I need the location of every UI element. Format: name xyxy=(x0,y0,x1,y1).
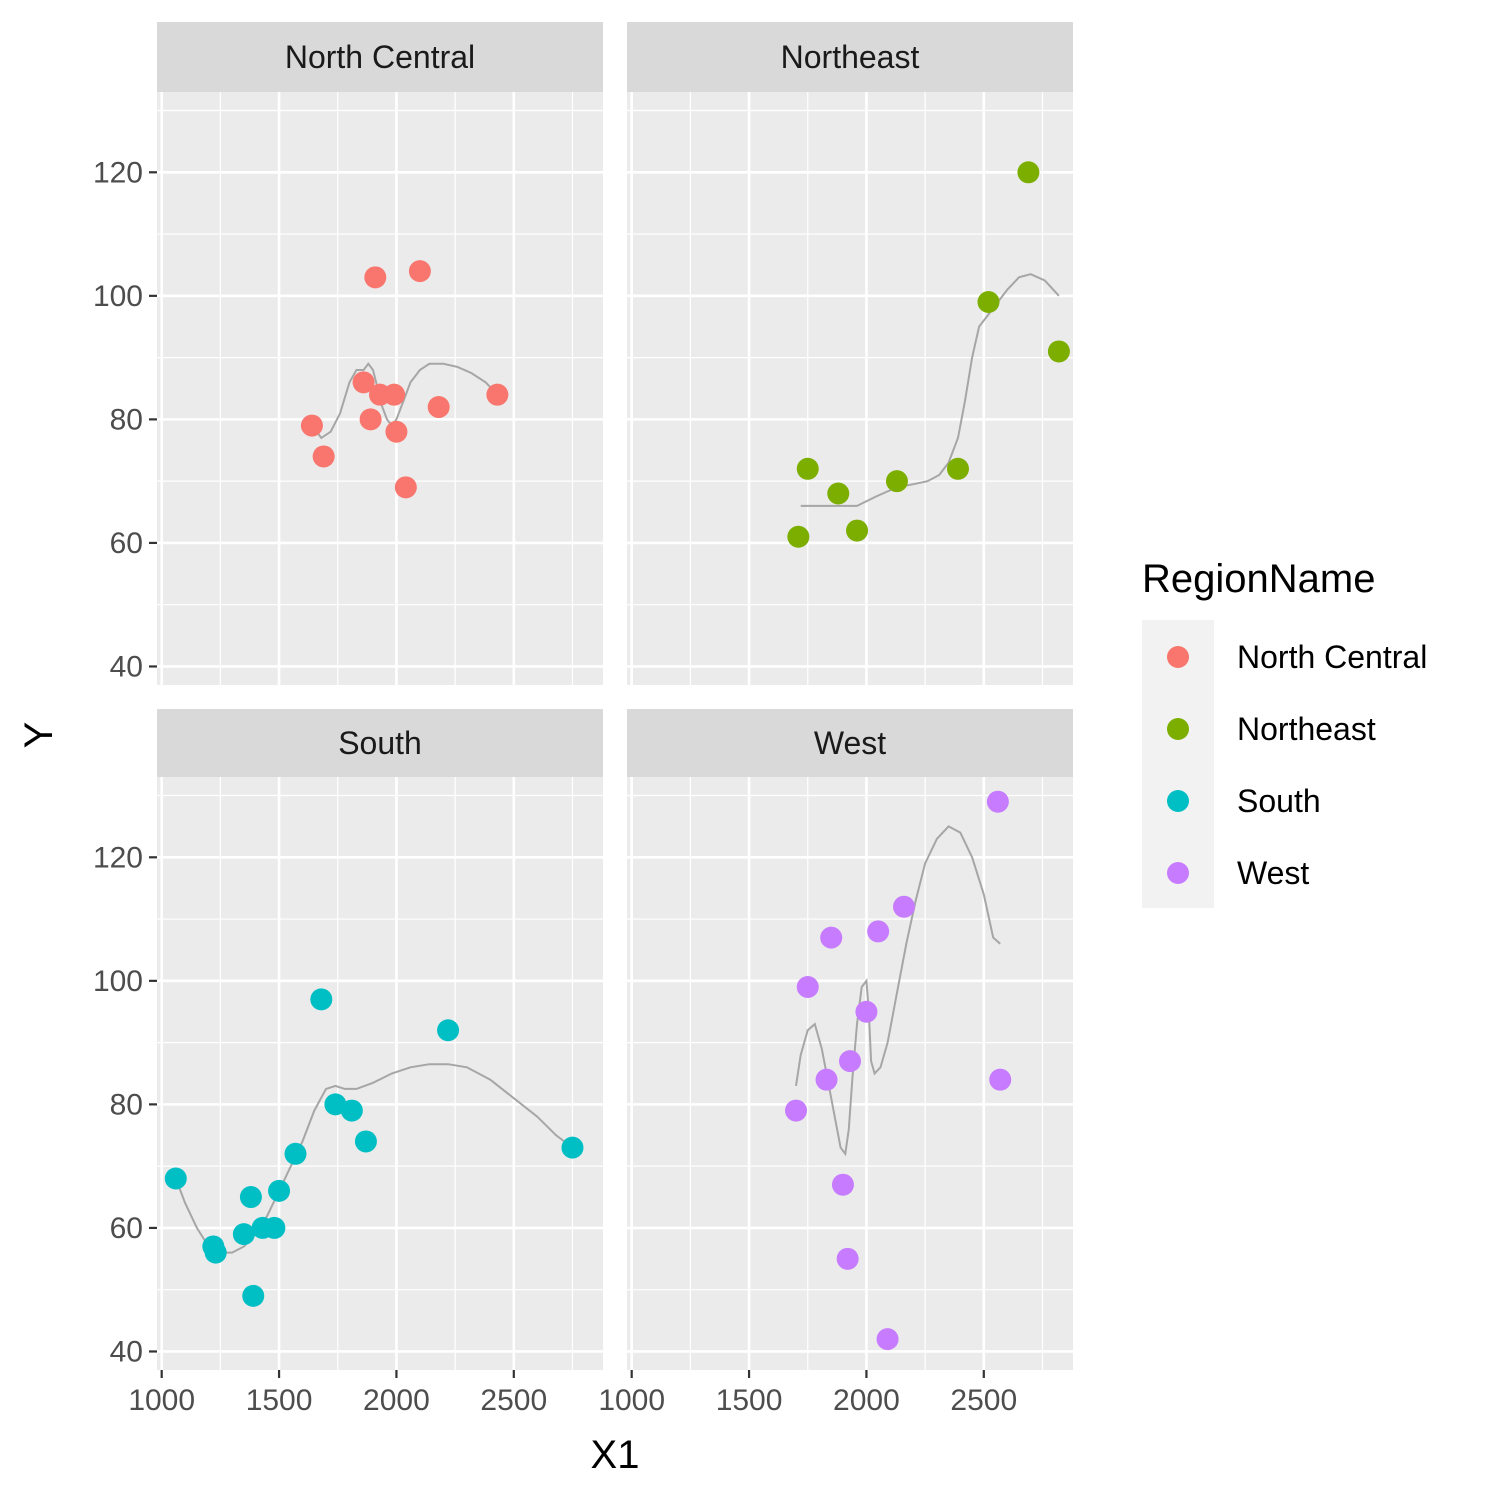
data-point-northeast xyxy=(796,457,819,480)
data-point-north-central xyxy=(394,476,417,499)
data-point-south xyxy=(242,1284,265,1307)
data-point-south xyxy=(340,1099,363,1122)
facet-strip-label: Northeast xyxy=(781,39,920,75)
data-point-south xyxy=(310,988,333,1011)
data-point-south xyxy=(284,1142,307,1165)
legend-key-north-central xyxy=(1167,646,1189,668)
panel-background xyxy=(627,92,1073,685)
x-tick-label: 2000 xyxy=(833,1384,900,1417)
data-point-north-central xyxy=(300,414,323,437)
data-point-south xyxy=(232,1223,255,1246)
x-axis-title: X1 xyxy=(591,1433,640,1477)
data-point-north-central xyxy=(427,396,450,419)
legend-title: RegionName xyxy=(1142,557,1375,601)
facet-strip xyxy=(157,22,603,92)
legend-key-northeast xyxy=(1167,718,1189,740)
data-point-north-central xyxy=(312,445,335,468)
x-tick-label: 1500 xyxy=(716,1384,783,1417)
facet-strip-label: South xyxy=(338,725,422,761)
facet-strip-label: West xyxy=(814,725,886,761)
legend-key-west xyxy=(1167,862,1189,884)
data-point-north-central xyxy=(359,408,382,431)
data-point-northeast xyxy=(846,519,869,542)
data-point-south xyxy=(354,1130,377,1153)
legend-key-south xyxy=(1167,790,1189,812)
data-point-west xyxy=(867,920,890,943)
y-tick-label: 100 xyxy=(93,965,143,998)
legend-label-south: South xyxy=(1237,783,1321,819)
data-point-south xyxy=(204,1241,227,1264)
facet-panel-northeast: Northeast xyxy=(627,22,1073,685)
y-tick-label: 60 xyxy=(110,527,143,560)
data-point-north-central xyxy=(352,371,375,394)
data-point-north-central xyxy=(364,266,387,289)
data-point-west xyxy=(785,1099,808,1122)
data-point-south xyxy=(268,1179,291,1202)
data-point-west xyxy=(796,976,819,999)
y-tick-label: 40 xyxy=(110,650,143,683)
data-point-west xyxy=(876,1328,899,1351)
x-tick-label: 1000 xyxy=(128,1384,195,1417)
data-point-north-central xyxy=(385,420,408,443)
y-tick-label: 120 xyxy=(93,841,143,874)
data-point-west xyxy=(986,790,1009,813)
facet-strip xyxy=(627,709,1073,777)
facet-panel-west: West 1000 1500 2000 2500 xyxy=(598,709,1073,1417)
x-tick-label: 2500 xyxy=(950,1384,1017,1417)
x-tick-label: 2000 xyxy=(363,1384,430,1417)
data-point-northeast xyxy=(946,457,969,480)
smooth-line-north-central xyxy=(311,362,499,440)
facet-panel-south: South 40 60 80 100 120 1000 1500 2000 2500 xyxy=(93,709,603,1417)
data-point-northeast xyxy=(1047,340,1070,363)
data-point-north-central xyxy=(486,383,509,406)
facet-strip-label: North Central xyxy=(285,39,475,75)
y-tick-label: 40 xyxy=(110,1335,143,1368)
data-point-south xyxy=(263,1216,286,1239)
data-point-west xyxy=(892,895,915,918)
y-tick-label: 120 xyxy=(93,156,143,189)
y-tick-label: 100 xyxy=(93,280,143,313)
data-point-south xyxy=(164,1167,187,1190)
facet-strip xyxy=(627,22,1073,92)
data-point-west xyxy=(989,1068,1012,1091)
data-point-northeast xyxy=(885,470,908,493)
data-point-west xyxy=(820,926,843,949)
x-tick-label: 1000 xyxy=(598,1384,665,1417)
data-point-north-central xyxy=(408,260,431,283)
facet-strip xyxy=(157,709,603,777)
smooth-line-northeast xyxy=(800,273,1060,507)
x-tick-label: 1500 xyxy=(246,1384,313,1417)
data-point-northeast xyxy=(1017,161,1040,184)
data-point-west xyxy=(836,1247,859,1270)
facet-panel-north-central: North Central 40 60 80 100 120 xyxy=(93,22,603,685)
data-point-north-central xyxy=(383,383,406,406)
legend-label-west: West xyxy=(1237,855,1309,891)
data-point-south xyxy=(437,1019,460,1042)
legend-label-north-central: North Central xyxy=(1237,639,1427,675)
panel-background xyxy=(157,777,603,1370)
y-tick-label: 80 xyxy=(110,1088,143,1121)
data-point-west xyxy=(855,1000,878,1023)
legend-label-northeast: Northeast xyxy=(1237,711,1376,747)
data-point-west xyxy=(831,1173,854,1196)
data-point-west xyxy=(815,1068,838,1091)
y-axis-title: Y xyxy=(17,722,61,749)
data-point-northeast xyxy=(787,525,810,548)
data-point-northeast xyxy=(977,291,1000,314)
data-point-west xyxy=(839,1050,861,1073)
data-point-south xyxy=(239,1186,262,1209)
x-tick-label: 2500 xyxy=(480,1384,547,1417)
data-point-northeast xyxy=(827,482,850,505)
data-point-south xyxy=(561,1136,584,1159)
y-tick-label: 80 xyxy=(110,403,143,436)
y-tick-label: 60 xyxy=(110,1212,143,1245)
